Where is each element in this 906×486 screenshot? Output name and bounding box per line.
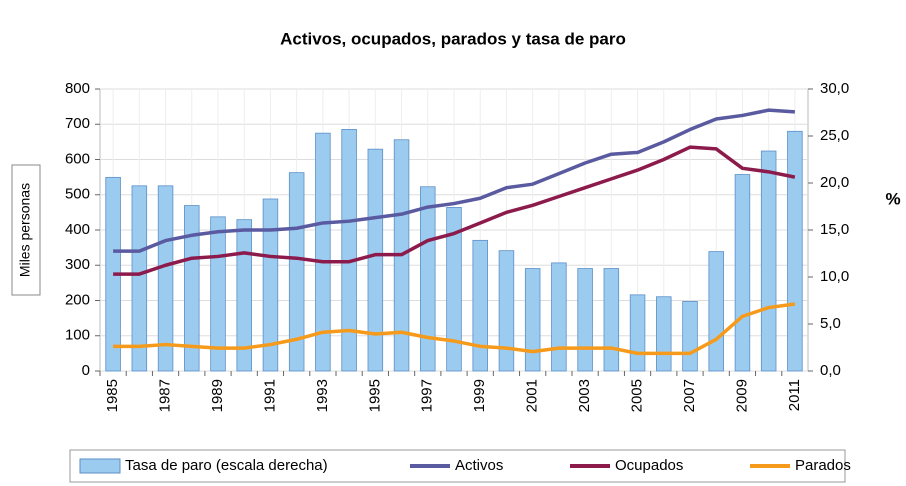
y-tick-label: 200 (65, 291, 90, 308)
bar (760, 150, 777, 372)
y-tick-label: 700 (65, 115, 90, 132)
y2-tick-label: 0,0 (820, 362, 841, 379)
legend-label: Parados (795, 457, 851, 474)
y2-axis-label: % (885, 189, 900, 208)
x-tick-label: 1999 (471, 379, 488, 412)
bar (603, 268, 620, 372)
bar (367, 148, 384, 372)
bar (341, 129, 357, 372)
x-tick-label: 1995 (366, 379, 383, 412)
x-tick-label: 1989 (209, 379, 226, 412)
bar (629, 294, 646, 372)
x-tick-label: 1985 (104, 379, 121, 412)
bar (315, 132, 331, 372)
y-tick-label: 100 (65, 327, 90, 344)
bar (184, 205, 200, 372)
bar (734, 174, 751, 372)
y2-tick-label: 25,0 (820, 127, 849, 144)
y-tick-label: 600 (65, 150, 90, 167)
bar (656, 296, 672, 372)
bar (420, 186, 436, 372)
y-label-box (11, 164, 41, 296)
x-tick-label: 2005 (629, 379, 646, 412)
bar (288, 172, 305, 372)
y-tick-label: 400 (65, 221, 90, 238)
chart-title: Activos, ocupados, parados y tasa de par… (280, 29, 626, 48)
legend-swatch (79, 458, 121, 474)
y-tick-label: 500 (65, 186, 90, 203)
y-axis-label: Miles personas (17, 183, 33, 277)
bar (524, 268, 541, 372)
x-tick-label: 1993 (314, 379, 331, 412)
y2-tick-label: 5,0 (820, 315, 841, 332)
bar (131, 185, 148, 372)
y2-tick-label: 15,0 (820, 221, 849, 238)
legend-label: Tasa de paro (escala derecha) (125, 457, 328, 474)
bar (708, 251, 724, 372)
bar (577, 268, 593, 372)
x-tick-label: 1997 (419, 379, 436, 412)
line (113, 108, 796, 253)
bar (157, 185, 174, 372)
bar (787, 130, 803, 372)
x-tick-label: 1987 (157, 379, 174, 412)
bar (551, 262, 567, 372)
bar (498, 250, 515, 372)
x-tick-label: 2011 (786, 379, 803, 411)
y-tick-label: 0 (82, 362, 90, 379)
bar (236, 219, 252, 372)
line (113, 302, 796, 356)
legend-label: Activos (455, 457, 503, 474)
x-tick-label: 2003 (576, 379, 593, 412)
y-tick-label: 300 (65, 256, 90, 273)
bar (262, 198, 279, 372)
y-tick-label: 800 (65, 80, 90, 97)
y2-tick-label: 10,0 (820, 268, 849, 285)
bar (682, 301, 698, 372)
line (113, 145, 796, 276)
x-tick-label: 1991 (261, 379, 278, 412)
y2-tick-label: 30,0 (820, 80, 849, 97)
legend-box (69, 449, 846, 483)
bar (446, 207, 462, 372)
bar (472, 239, 488, 372)
y2-tick-label: 20,0 (820, 174, 849, 191)
legend-label: Ocupados (615, 457, 683, 474)
x-tick-label: 2009 (733, 379, 750, 412)
x-tick-label: 2001 (524, 379, 541, 412)
x-tick-label: 2007 (681, 379, 698, 412)
